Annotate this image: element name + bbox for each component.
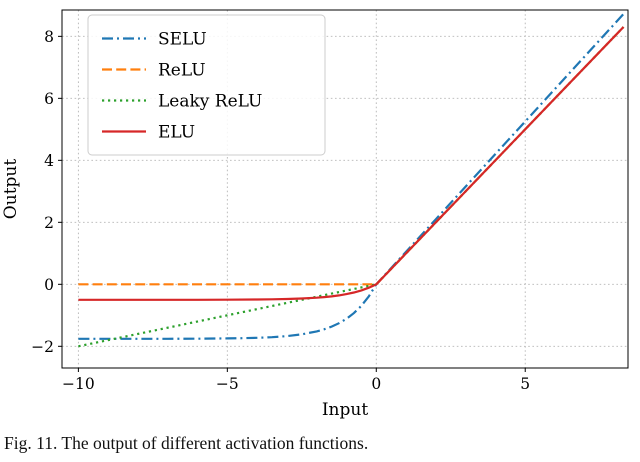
axes-frame (61, 9, 629, 369)
series-line-elu (78, 26, 625, 301)
y-axis-label: Output (1, 159, 21, 220)
legend-label-elu: ELU (158, 123, 195, 143)
legend-label-selu: SELU (158, 30, 207, 50)
activation-chart: −10 −5 0 5 −2 0 2 4 6 8 Input Output SELU ReLU Leaky R… (1, 9, 629, 420)
x-tick-label: −10 (62, 375, 95, 393)
x-tick-label: 5 (520, 375, 530, 393)
x-axis-label: Input (322, 400, 368, 420)
y-tick-label: 6 (44, 90, 54, 108)
x-tick-label: −5 (216, 375, 239, 393)
legend: SELU ReLU Leaky ReLU ELU (87, 14, 326, 156)
y-tick-label: −2 (31, 338, 54, 356)
tick-marks (58, 35, 526, 372)
y-tick-label: 2 (44, 214, 54, 232)
y-tick-label: 8 (44, 28, 54, 46)
grid (62, 10, 628, 368)
legend-box (87, 14, 326, 156)
x-tick-label: 0 (371, 375, 381, 393)
figure-caption: Fig. 11. The output of different activat… (4, 433, 369, 453)
legend-label-leaky-relu: Leaky ReLU (158, 92, 262, 112)
legend-label-relu: ReLU (158, 61, 206, 81)
series-line-selu (78, 13, 625, 340)
y-tick-label: 4 (44, 152, 54, 170)
y-tick-label: 0 (44, 276, 54, 294)
tick-labels: −10 −5 0 5 −2 0 2 4 6 8 (31, 28, 530, 393)
